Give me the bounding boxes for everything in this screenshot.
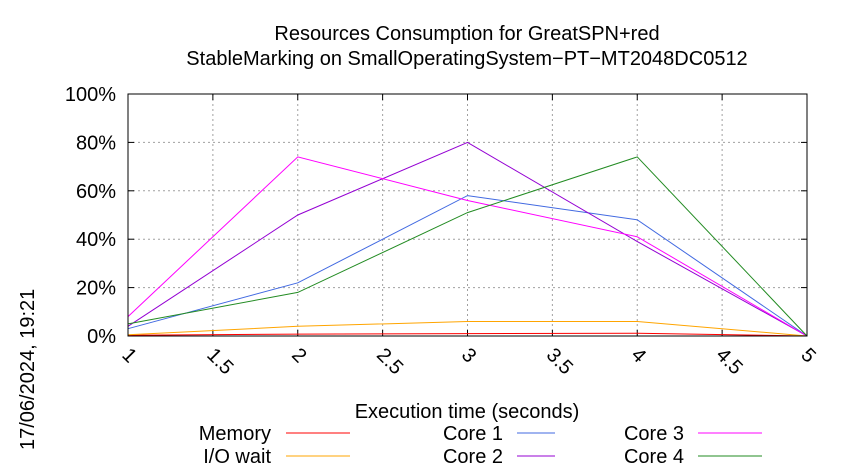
legend-label-core-3: Core 3: [624, 423, 684, 445]
x-tick-label: 4.5: [712, 344, 747, 379]
y-tick-label: 60%: [76, 181, 116, 203]
chart-title: Resources Consumption for GreatSPN+red St…: [186, 23, 747, 70]
series-line-core-4: [127, 156, 808, 337]
grid: [127, 93, 808, 337]
legend-label-core-1: Core 1: [443, 423, 503, 445]
x-tick-label: 2: [287, 344, 310, 367]
y-tick-label: 80%: [76, 132, 116, 154]
legend-label-core-4: Core 4: [624, 446, 684, 468]
y-tick-label: 40%: [76, 229, 116, 251]
y-tick-label: 20%: [76, 278, 116, 300]
legend-label-memory: Memory: [199, 423, 271, 445]
y-tick-label: 0%: [87, 326, 116, 348]
legend-label-i-o-wait: I/O wait: [203, 446, 271, 468]
series-line-core-2: [127, 141, 808, 337]
y-axis-ticks: 0% 20% 40% 60% 80% 100%: [65, 84, 807, 348]
x-tick-label: 5: [796, 344, 819, 367]
series-line-i-o-wait: [127, 321, 808, 337]
series-line-core-3: [127, 156, 808, 337]
plot-frame: [127, 93, 808, 337]
x-tick-label: 3.5: [542, 344, 577, 379]
x-tick-label: 3: [457, 344, 480, 367]
series-line-core-1: [127, 195, 808, 337]
x-tick-label: 1: [117, 344, 140, 367]
x-tick-label: 1.5: [202, 344, 237, 379]
timestamp-stamp: 17/06/2024, 19:21: [17, 289, 39, 450]
series-line-memory: [127, 332, 808, 337]
series-lines: [127, 141, 808, 337]
x-tick-label: 2.5: [372, 344, 407, 379]
y-tick-label: 100%: [65, 84, 116, 106]
x-tick-label: 4: [627, 344, 650, 367]
chart-title-line: StableMarking on SmallOperatingSystem−PT…: [186, 48, 747, 70]
chart-title-line: Resources Consumption for GreatSPN+red: [274, 23, 659, 45]
legend-label-core-2: Core 2: [443, 446, 503, 468]
x-axis-label: Execution time (seconds): [355, 401, 580, 423]
